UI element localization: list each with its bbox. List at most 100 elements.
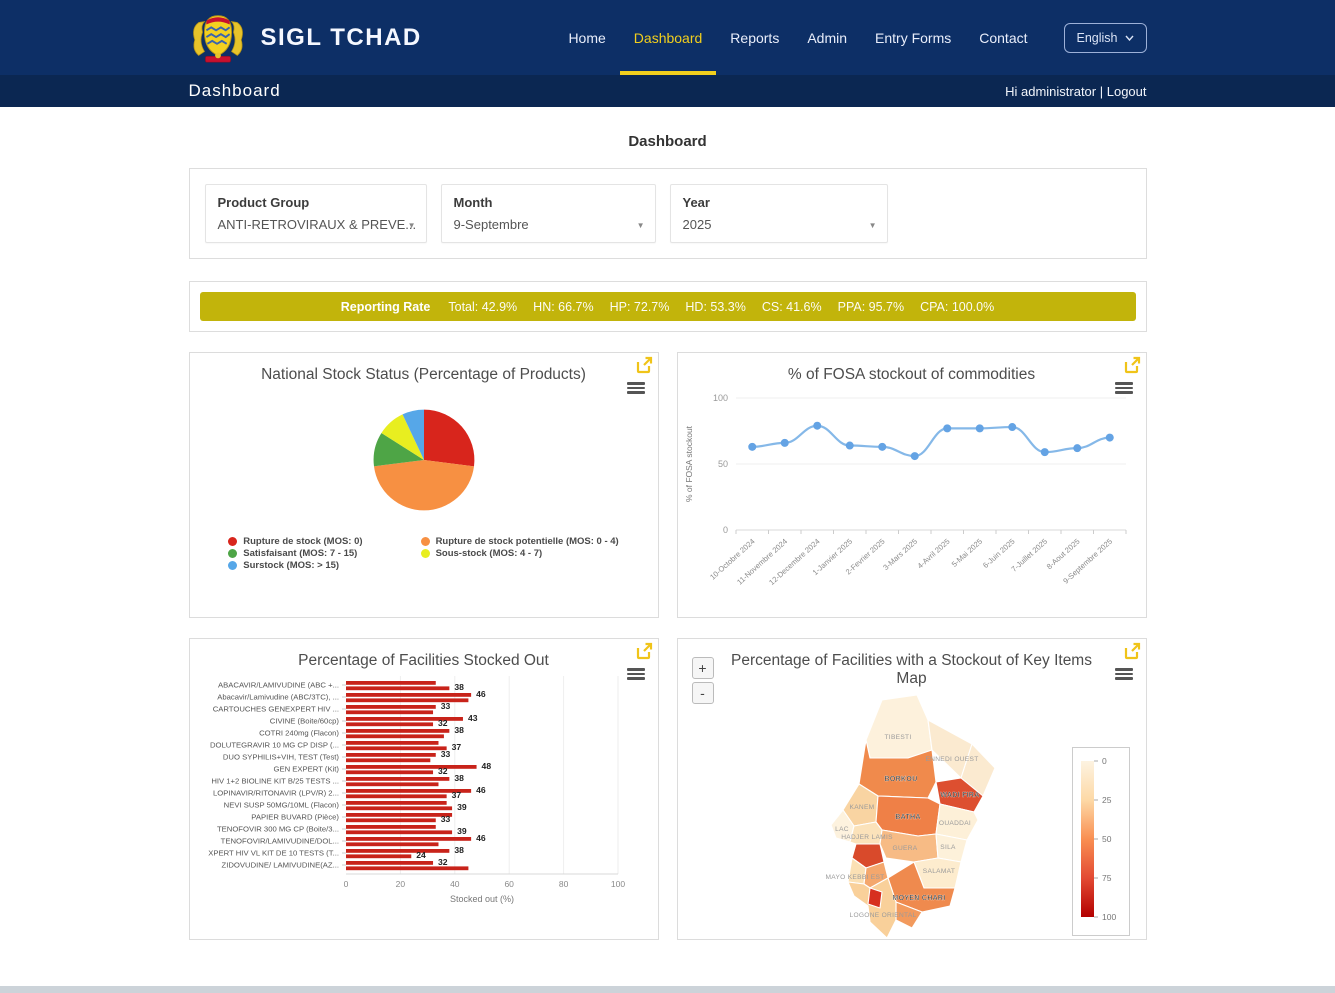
chart-menu-icon[interactable] [626, 380, 645, 396]
map-region-wadi_fira[interactable] [934, 777, 984, 813]
svg-text:25: 25 [1102, 795, 1112, 805]
reporting-rate-label: Reporting Rate [340, 299, 431, 314]
data-point-4-avril-2025[interactable] [942, 424, 951, 433]
chart-menu-icon[interactable] [1114, 380, 1133, 396]
expand-icon[interactable] [635, 356, 654, 375]
pie-slice-rupture-de-stock-potentielle-mos-0-4[interactable] [373, 460, 474, 511]
svg-text:HIV 1+2 BIOLINE KIT B/25 TESTS: HIV 1+2 BIOLINE KIT B/25 TESTS ... [211, 777, 339, 786]
dropdown-caret-icon: ▼ [407, 221, 416, 230]
svg-text:CIVINE (Boite/60cp): CIVINE (Boite/60cp) [269, 717, 339, 726]
data-point-9-septembre-2025[interactable] [1105, 433, 1114, 442]
legend-item-surstock-mos-15[interactable]: Surstock (MOS: > 15) [228, 560, 362, 571]
expand-icon[interactable] [635, 642, 654, 661]
reporting-rate-bar: Reporting Rate Total: 42.9% HN: 66.7% HP: … [199, 292, 1136, 321]
nav-item-admin[interactable]: Admin [807, 29, 848, 46]
bar-cotri-240mg-flacon-1 [345, 734, 444, 739]
svg-text:ZIDOVUDINE/ LAMIVUDINE(AZ...: ZIDOVUDINE/ LAMIVUDINE(AZ... [221, 861, 338, 870]
pie-slice-satisfaisant-mos-7-15[interactable] [373, 432, 424, 467]
svg-text:COTRI 240mg (Flacon): COTRI 240mg (Flacon) [259, 729, 339, 738]
map-region-logone_oriental[interactable] [846, 877, 897, 939]
data-point-6-juin-2025[interactable] [1007, 423, 1016, 432]
pie-legend: Rupture de stock (MOS: 0) Rupture de stoc… [190, 536, 658, 571]
expand-icon[interactable] [1123, 356, 1142, 375]
svg-text:DUO SYPHILIS+VIH, TEST (Test): DUO SYPHILIS+VIH, TEST (Test) [222, 753, 339, 762]
year-select[interactable]: Year 2025 ▼ [669, 184, 888, 243]
map-zoom-in-button[interactable]: + [691, 657, 714, 679]
svg-text:38: 38 [454, 725, 464, 735]
product-group-select[interactable]: Product Group ANTI-RETROVIRAUX & PREVE..… [204, 184, 427, 243]
data-point-1-janvier-2025[interactable] [845, 441, 854, 450]
window-edge [0, 986, 1335, 993]
month-select[interactable]: Month 9-Septembre ▼ [440, 184, 656, 243]
chad-choropleth-map: TIBESTI ENNEDI OUEST BORKOU WADI FIRA KANEM B… [825, 694, 996, 939]
filters-panel: Product Group ANTI-RETROVIRAUX & PREVE..… [188, 168, 1147, 259]
legend-marker-icon [420, 537, 430, 546]
svg-text:% of FOSA stockout: % of FOSA stockout [684, 425, 694, 502]
map-region-label-moyen_chari: MOYEN CHARI [892, 895, 945, 902]
data-point-3-mars-2025[interactable] [910, 452, 919, 461]
svg-text:32: 32 [438, 766, 448, 776]
svg-text:50: 50 [1102, 834, 1112, 844]
svg-text:37: 37 [451, 742, 461, 752]
legend-label: Satisfaisant (MOS: 7 - 15) [243, 548, 358, 559]
bar-xpert-hiv-vl-kit-de-10-tests-t-0 [345, 849, 449, 853]
data-point-7-juillet-2025[interactable] [1040, 448, 1049, 457]
nav-item-contact[interactable]: Contact [979, 29, 1028, 46]
bar-civine-boite-60cp-1 [345, 722, 433, 727]
data-point-10-octobre-2024[interactable] [747, 442, 756, 451]
data-point-12-decembre-2024[interactable] [812, 421, 821, 430]
pie-slice-rupture-de-stock-mos-0[interactable] [423, 409, 474, 467]
nav-item-home[interactable]: Home [568, 29, 606, 46]
svg-text:75: 75 [1102, 873, 1112, 883]
data-point-8-aout-2025[interactable] [1072, 444, 1081, 453]
bar-abacavir-lamivudine-abc-3tc-1 [345, 698, 468, 703]
nav-item-entry-forms[interactable]: Entry Forms [875, 29, 952, 46]
bar-hiv-1-2-bioline-kit-b-25-tests-1 [345, 782, 438, 787]
map-region-tibesti[interactable] [864, 694, 933, 759]
month-label: Month [453, 195, 493, 210]
product-group-label: Product Group [217, 195, 310, 210]
data-point-2-fevrier-2025[interactable] [877, 442, 886, 451]
bar-dolutegravir-10-mg-cp-disp-1 [345, 746, 447, 751]
stock-status-pie-chart [373, 409, 474, 511]
chart-menu-icon[interactable] [1114, 666, 1133, 682]
logout-link[interactable]: Logout [1106, 83, 1147, 99]
data-point-5-mai-2025[interactable] [975, 424, 984, 433]
svg-text:48: 48 [481, 761, 491, 771]
bar-zidovudine-lamivudine-az-1 [345, 866, 468, 871]
svg-text:43: 43 [467, 713, 477, 723]
nav-item-dashboard[interactable]: Dashboard [619, 0, 717, 75]
dropdown-caret-icon: ▼ [636, 221, 645, 230]
data-point-11-novembre-2024[interactable] [780, 438, 789, 447]
legend-item-sous-stock-mos-4-7[interactable]: Sous-stock (MOS: 4 - 7) [420, 548, 619, 559]
map-region-lac[interactable] [829, 809, 855, 843]
chart-menu-icon[interactable] [626, 666, 645, 682]
map-region-label-borkou: BORKOU [884, 776, 917, 783]
year-label: Year [682, 195, 710, 210]
svg-text:32: 32 [438, 718, 448, 728]
expand-icon[interactable] [1123, 642, 1142, 661]
svg-text:0: 0 [1102, 756, 1107, 766]
legend-item-rupture-de-stock-mos-0[interactable]: Rupture de stock (MOS: 0) [228, 536, 363, 547]
bar-papier-buvard-pi-ce-1 [345, 818, 436, 823]
bar-civine-boite-60cp-0 [345, 717, 463, 721]
pie-slice-surstock-mos-15[interactable] [402, 409, 424, 460]
user-greeting: Hi administrator [1005, 83, 1097, 99]
bar-abacavir-lamivudine-abc-0 [345, 681, 436, 685]
map-zoom-out-button[interactable]: - [691, 682, 714, 704]
rate-stat-hn: HN: 66.7% [533, 299, 594, 314]
svg-text:60: 60 [504, 879, 514, 889]
nav-item-reports[interactable]: Reports [730, 29, 780, 46]
legend-item-rupture-de-stock-potentielle-mos-0-4[interactable]: Rupture de stock potentielle (MOS: 0 - 4… [420, 536, 619, 547]
pie-slice-sous-stock-mos-4-7[interactable] [380, 414, 424, 460]
map-region-label-wadi_fira: WADI FIRA [940, 792, 979, 799]
map-region-label-sila: SILA [940, 844, 956, 851]
bar-dolutegravir-10-mg-cp-disp-0 [345, 741, 438, 745]
svg-text:4-Avril 2025: 4-Avril 2025 [915, 537, 951, 571]
map-region-logone_occidental[interactable] [866, 887, 883, 909]
legend-item-satisfaisant-mos-7-15[interactable]: Satisfaisant (MOS: 7 - 15) [228, 548, 362, 559]
svg-text:NEVI SUSP 50MG/10ML (Flacon): NEVI SUSP 50MG/10ML (Flacon) [223, 801, 339, 810]
legend-label: Surstock (MOS: > 15) [243, 560, 340, 571]
map-region-ouaddai[interactable] [934, 803, 979, 841]
language-selector[interactable]: English [1063, 22, 1147, 53]
